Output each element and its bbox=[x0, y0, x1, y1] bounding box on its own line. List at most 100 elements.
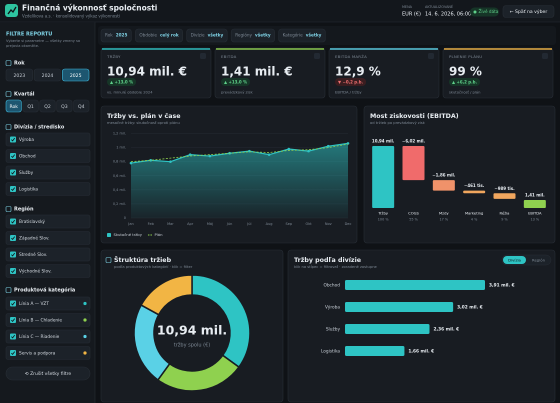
segment-button[interactable] bbox=[62, 68, 90, 82]
bar[interactable] bbox=[345, 324, 430, 334]
checkbox[interactable] bbox=[10, 268, 16, 274]
chip-value[interactable]: celý rok bbox=[160, 33, 179, 38]
x-tick-label: Dec bbox=[345, 222, 352, 226]
filter-option[interactable] bbox=[5, 296, 91, 311]
filter-option[interactable] bbox=[5, 132, 91, 147]
checkmark bbox=[11, 170, 16, 175]
segment-label[interactable]: 2025 bbox=[70, 73, 82, 79]
segment-label[interactable]: Q4 bbox=[78, 104, 85, 110]
segment-button[interactable] bbox=[73, 99, 90, 113]
point bbox=[267, 153, 271, 156]
segment-button[interactable] bbox=[5, 68, 33, 82]
checkbox[interactable] bbox=[10, 169, 16, 176]
back-label[interactable]: ← Späť na výber bbox=[510, 8, 548, 15]
option-label[interactable]: Línia A — VZT bbox=[19, 300, 49, 307]
checkbox[interactable] bbox=[10, 235, 16, 241]
filter-option[interactable] bbox=[5, 165, 91, 180]
checkbox[interactable] bbox=[10, 218, 16, 225]
chip-value[interactable]: všetky bbox=[306, 33, 322, 38]
chip-label[interactable]: Kategórie bbox=[283, 33, 304, 38]
currency: EUR (€) bbox=[402, 12, 421, 18]
filter-option[interactable] bbox=[5, 214, 91, 229]
chip-value[interactable]: 2025 bbox=[116, 33, 128, 38]
category-label: Mzdy bbox=[439, 212, 449, 216]
checkmark bbox=[11, 301, 16, 306]
filter-option[interactable] bbox=[5, 346, 91, 360]
kpi-change-badge bbox=[335, 78, 367, 86]
segment-button[interactable] bbox=[39, 99, 56, 113]
chip-label[interactable]: Rok bbox=[105, 33, 113, 38]
option-label[interactable]: Obchod bbox=[19, 154, 36, 160]
filter-option[interactable] bbox=[5, 247, 91, 262]
checkbox[interactable] bbox=[10, 350, 16, 356]
y-tick-label: 1,2 mil. bbox=[113, 132, 126, 136]
toggle-label[interactable]: Región bbox=[532, 257, 546, 262]
filter-chip[interactable] bbox=[186, 28, 228, 43]
legend-swatch bbox=[107, 233, 111, 237]
bar[interactable] bbox=[345, 302, 454, 312]
chip-value[interactable]: všetky bbox=[255, 33, 271, 38]
y-tick-label: 0,8 mil. bbox=[113, 160, 126, 164]
toggle-label[interactable]: Divízia bbox=[508, 257, 521, 262]
filter-option[interactable] bbox=[5, 264, 91, 278]
segment-label[interactable]: 2024 bbox=[42, 73, 54, 79]
checkbox[interactable] bbox=[10, 136, 16, 143]
chip-label[interactable]: Divízie bbox=[191, 33, 205, 38]
filter-chip[interactable] bbox=[100, 28, 132, 43]
reset-label[interactable]: ⟲ Zrušiť všetky filtre bbox=[25, 370, 71, 377]
filter-option[interactable] bbox=[5, 149, 91, 163]
checkbox[interactable] bbox=[10, 251, 16, 258]
filter-chip[interactable] bbox=[135, 28, 183, 43]
option-label[interactable]: Servis a podpora bbox=[19, 351, 56, 357]
segment-label[interactable]: 2023 bbox=[13, 73, 25, 79]
option-label[interactable]: Línia B — Chladenie bbox=[19, 317, 62, 324]
checkmark bbox=[11, 318, 16, 323]
chip-label[interactable]: Regióny bbox=[235, 33, 252, 38]
option-label[interactable]: Východné Slov. bbox=[19, 268, 52, 275]
donut-segment[interactable] bbox=[140, 274, 193, 316]
option-label[interactable]: Logistika bbox=[19, 187, 38, 193]
filter-option[interactable] bbox=[5, 313, 91, 327]
y-tick-label: 0,4 mil. bbox=[113, 188, 126, 192]
checkbox[interactable] bbox=[10, 317, 16, 323]
segment-label[interactable]: Q1 bbox=[27, 104, 34, 110]
segment-button[interactable] bbox=[33, 68, 62, 82]
sidebar-hint: Vyberte si parametre — všetky zmeny sa bbox=[6, 39, 80, 43]
category-label: Réžia bbox=[500, 212, 510, 216]
kpi-value: 1,41 mil. € bbox=[221, 65, 293, 79]
filter-option[interactable] bbox=[5, 231, 91, 245]
segment-button[interactable] bbox=[56, 99, 73, 113]
segment-button[interactable] bbox=[22, 99, 39, 113]
segment-label[interactable]: Q3 bbox=[61, 104, 68, 110]
share-label: 9 % bbox=[501, 218, 508, 222]
chip-value[interactable]: všetky bbox=[208, 33, 224, 38]
filter-chip[interactable] bbox=[230, 28, 275, 43]
segment-label[interactable]: Q2 bbox=[44, 104, 51, 110]
checkbox[interactable] bbox=[10, 186, 16, 192]
kpi-icon bbox=[428, 53, 434, 59]
option-label[interactable]: Západné Slov. bbox=[19, 235, 50, 242]
option-label[interactable]: Výroba bbox=[19, 136, 34, 143]
checkbox[interactable] bbox=[10, 300, 16, 307]
segment-label[interactable]: Rok bbox=[9, 104, 18, 110]
option-label[interactable]: Bratislavský bbox=[19, 218, 45, 225]
checkbox[interactable] bbox=[10, 333, 16, 340]
option-label[interactable]: Služby bbox=[19, 169, 34, 176]
x-tick-label: Okt bbox=[305, 222, 312, 226]
category-label: Služby bbox=[326, 326, 341, 333]
chip-label[interactable]: Obdobie bbox=[139, 33, 157, 38]
filter-option[interactable] bbox=[5, 182, 91, 196]
bar[interactable] bbox=[345, 280, 485, 290]
filter-option[interactable] bbox=[5, 329, 91, 344]
checkmark bbox=[11, 351, 16, 356]
back-button[interactable] bbox=[502, 5, 555, 18]
bar[interactable] bbox=[345, 346, 405, 356]
checkbox[interactable] bbox=[10, 153, 16, 159]
checkmark bbox=[11, 219, 16, 224]
segment-button[interactable] bbox=[5, 99, 22, 113]
option-label[interactable]: Stredné Slov. bbox=[19, 251, 47, 258]
toggle-active[interactable] bbox=[503, 256, 526, 264]
filter-chip[interactable] bbox=[278, 28, 326, 43]
option-label[interactable]: Línia C — Riadenie bbox=[19, 333, 60, 340]
reset-button[interactable] bbox=[5, 366, 91, 381]
